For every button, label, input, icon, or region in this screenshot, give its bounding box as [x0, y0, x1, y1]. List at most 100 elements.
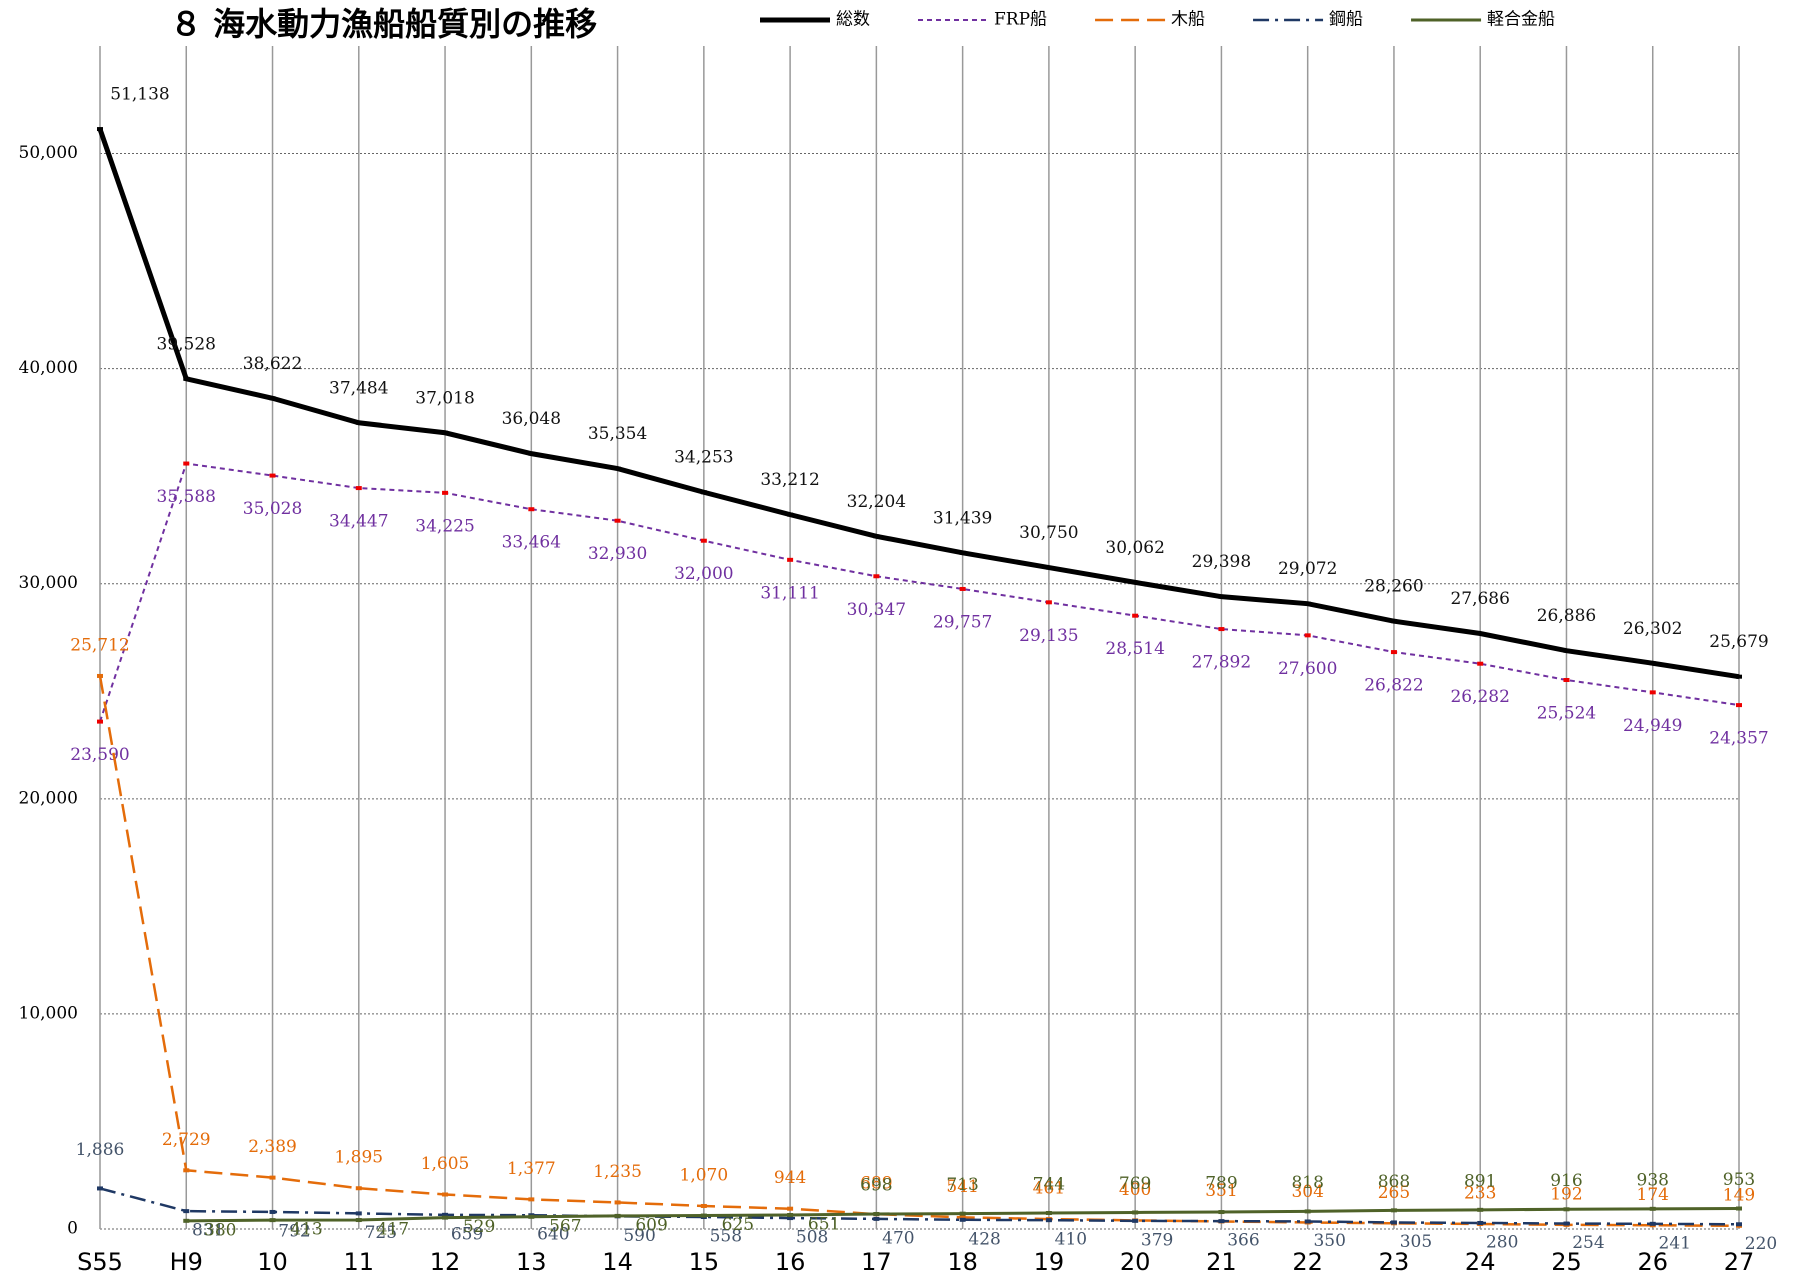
point — [1736, 703, 1742, 708]
point — [183, 376, 190, 381]
point — [1563, 1207, 1570, 1212]
data-label: 380 — [204, 1220, 236, 1240]
data-label: 938 — [1637, 1170, 1669, 1190]
data-label: 541 — [946, 1177, 978, 1197]
data-label: 651 — [808, 1214, 840, 1234]
point — [1736, 1206, 1742, 1211]
data-label: 254 — [1572, 1233, 1604, 1253]
x-tick-label: 16 — [775, 1248, 806, 1276]
data-label: 689 — [860, 1174, 892, 1194]
point — [1649, 1221, 1656, 1226]
data-label: 30,062 — [1105, 538, 1164, 558]
data-label: 1,377 — [507, 1159, 556, 1179]
data-label: 27,600 — [1278, 659, 1337, 679]
point — [614, 1213, 621, 1218]
point — [1563, 1221, 1570, 1226]
data-label: 29,757 — [933, 612, 992, 632]
point — [1649, 661, 1656, 666]
point — [1563, 678, 1570, 683]
data-label: 35,588 — [157, 487, 216, 507]
data-label: 32,204 — [847, 492, 906, 512]
data-label: 34,447 — [329, 512, 388, 532]
y-tick-label: 10,000 — [19, 1003, 78, 1023]
point — [1477, 631, 1484, 636]
data-label: 1,886 — [76, 1140, 125, 1160]
data-label: 30,750 — [1019, 523, 1078, 543]
point — [183, 1168, 190, 1173]
data-label: 24,949 — [1623, 716, 1682, 736]
point — [1649, 690, 1656, 695]
point — [1045, 1210, 1052, 1215]
y-tick-label: 0 — [67, 1219, 78, 1239]
data-label: 1,605 — [421, 1154, 470, 1174]
data-label: 410 — [1055, 1230, 1087, 1250]
point — [1477, 661, 1484, 666]
data-label: 265 — [1378, 1183, 1410, 1203]
x-tick-label: 15 — [689, 1248, 720, 1276]
x-tick-label: 23 — [1379, 1248, 1410, 1276]
data-label: 35,028 — [243, 499, 302, 519]
data-label: 25,712 — [70, 635, 129, 655]
data-label: 34,253 — [674, 448, 733, 468]
data-label: 944 — [774, 1168, 806, 1188]
point — [528, 1197, 535, 1202]
data-label: 32,930 — [588, 544, 647, 564]
legend-label: FRP船 — [994, 10, 1047, 30]
data-label: 23,590 — [70, 745, 129, 765]
data-label: 31,439 — [933, 508, 992, 528]
point — [1304, 1219, 1311, 1224]
data-label: 659 — [451, 1224, 483, 1244]
point — [1218, 627, 1225, 632]
point — [1218, 594, 1225, 599]
point — [1304, 1209, 1311, 1214]
point — [1132, 580, 1139, 585]
data-label: 26,822 — [1364, 676, 1423, 696]
data-label: 220 — [1745, 1234, 1777, 1254]
point — [1563, 648, 1570, 653]
data-label: 51,138 — [110, 85, 169, 105]
data-label: 379 — [1141, 1230, 1173, 1250]
point — [873, 1216, 880, 1221]
data-label: 789 — [1205, 1174, 1237, 1194]
point — [787, 1206, 794, 1211]
x-tick-label: 20 — [1120, 1248, 1151, 1276]
data-label: 744 — [1033, 1174, 1065, 1194]
point — [355, 1218, 362, 1223]
data-label: 698 — [860, 1175, 892, 1195]
point — [1390, 619, 1397, 624]
legend-label: 木船 — [1171, 10, 1205, 30]
point — [269, 1218, 276, 1223]
data-label: 417 — [377, 1220, 409, 1240]
point — [700, 1213, 707, 1218]
data-label: 428 — [968, 1229, 1000, 1249]
data-label: 241 — [1659, 1233, 1691, 1253]
data-label: 2,729 — [162, 1130, 211, 1150]
x-tick-label: 13 — [516, 1248, 547, 1276]
point — [1477, 1220, 1484, 1225]
data-label: 28,260 — [1364, 577, 1423, 597]
data-label: 38,622 — [243, 354, 302, 374]
point — [700, 490, 707, 495]
data-label: 609 — [635, 1215, 667, 1235]
point — [1045, 600, 1052, 605]
point — [97, 1186, 103, 1191]
x-tick-label: 22 — [1292, 1248, 1323, 1276]
data-label: 32,000 — [674, 564, 733, 584]
data-label: 35,354 — [588, 424, 647, 444]
data-label: 640 — [537, 1225, 569, 1245]
data-label: 29,135 — [1019, 626, 1078, 646]
data-label: 461 — [1033, 1179, 1065, 1199]
point — [269, 1209, 276, 1214]
point — [97, 673, 103, 678]
point — [787, 512, 794, 517]
point — [528, 507, 535, 512]
point — [1218, 1219, 1225, 1224]
y-tick-label: 40,000 — [19, 358, 78, 378]
point — [442, 490, 449, 495]
data-label: 1,895 — [334, 1148, 383, 1168]
data-label: 625 — [722, 1215, 754, 1235]
x-tick-label: 10 — [257, 1248, 288, 1276]
point — [442, 1192, 449, 1197]
x-tick-label: 24 — [1465, 1248, 1496, 1276]
data-label: 868 — [1378, 1172, 1410, 1192]
